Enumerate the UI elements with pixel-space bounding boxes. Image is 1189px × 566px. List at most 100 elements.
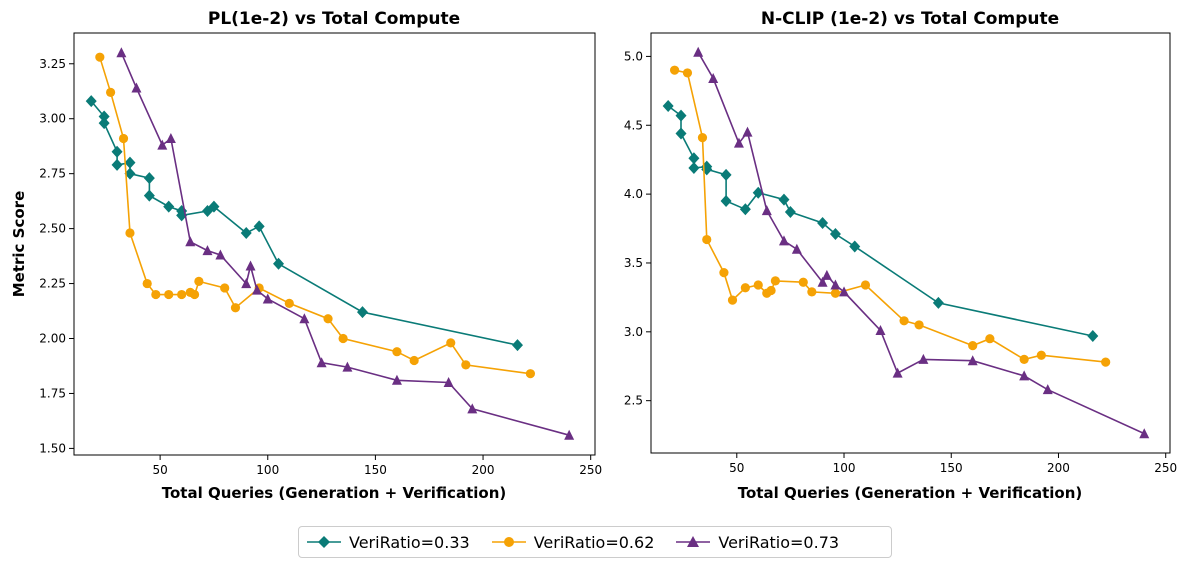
data-point-circle xyxy=(682,68,693,78)
y-tick-label: 4.5 xyxy=(624,118,643,132)
data-point-diamond xyxy=(688,152,700,165)
data-point-circle xyxy=(899,316,909,326)
data-point-triangle xyxy=(131,82,142,93)
data-point-triangle xyxy=(875,324,886,335)
data-point-triangle xyxy=(215,249,226,260)
data-point-circle xyxy=(968,340,978,351)
data-point-triangle xyxy=(467,403,478,414)
data-point-circle xyxy=(830,288,841,298)
data-point-triangle xyxy=(1042,384,1053,395)
data-point-circle xyxy=(95,52,105,62)
legend-marker-triangle xyxy=(676,536,711,547)
data-point-triangle xyxy=(262,293,273,304)
data-point-circle xyxy=(1036,350,1046,360)
x-tick-label: 250 xyxy=(579,463,602,477)
chart-title: N-CLIP (1e-2) vs Total Compute xyxy=(761,9,1059,29)
data-point-circle xyxy=(189,289,200,300)
data-point-diamond xyxy=(111,145,123,158)
data-point-circle xyxy=(220,283,230,293)
data-point-diamond xyxy=(124,156,136,169)
data-point-circle xyxy=(740,283,750,293)
data-point-circle xyxy=(446,338,456,348)
data-point-triangle xyxy=(830,279,841,290)
data-point-circle xyxy=(194,276,204,286)
legend-item: VeriRatio=0.73 xyxy=(676,533,839,552)
data-point-triangle xyxy=(316,357,327,368)
series-line xyxy=(697,51,1145,435)
series-line xyxy=(674,69,1106,363)
data-point-triangle xyxy=(778,235,789,246)
chart-title: PL(1e-2) vs Total Compute xyxy=(208,9,460,29)
data-point-diamond xyxy=(817,217,829,230)
data-point-circle xyxy=(338,333,348,344)
data-point-triangle xyxy=(708,72,719,83)
x-tick-label: 50 xyxy=(729,461,744,475)
data-point-circle xyxy=(323,314,333,324)
y-tick-label: 2.75 xyxy=(39,167,66,181)
data-point-diamond xyxy=(163,200,175,213)
y-tick-label: 2.25 xyxy=(39,277,66,291)
data-point-diamond xyxy=(273,257,285,270)
legend-marker-diamond xyxy=(307,536,341,548)
chart-panel-nclip: N-CLIP (1e-2) vs Total Compute 50 100 150 2… xyxy=(624,9,1177,502)
series-layer xyxy=(85,47,575,440)
data-point-diamond xyxy=(240,227,252,240)
y-tick-label: 1.50 xyxy=(39,441,66,455)
chart-legend: VeriRatio=0.33 VeriRatio=0.62 VeriRatio=… xyxy=(298,526,892,558)
data-point-triangle xyxy=(733,137,744,148)
y-tick-label: 4.0 xyxy=(624,187,643,201)
data-point-triangle xyxy=(1139,428,1150,439)
data-point-triangle xyxy=(443,376,454,387)
data-point-triangle xyxy=(817,276,828,287)
plot-frame xyxy=(650,32,1171,454)
data-point-diamond xyxy=(1087,329,1099,342)
data-point-circle xyxy=(669,65,680,75)
data-point-diamond xyxy=(208,200,220,213)
data-point-diamond xyxy=(688,161,700,174)
legend-item: VeriRatio=0.62 xyxy=(491,532,655,552)
data-point-diamond xyxy=(253,220,265,233)
data-point-circle xyxy=(753,280,763,290)
y-tick-label: 2.5 xyxy=(624,394,643,408)
x-axis-label: Total Queries (Generation + Verification… xyxy=(738,484,1082,502)
data-point-diamond xyxy=(829,228,841,241)
data-point-triangle xyxy=(299,313,310,324)
data-point-diamond xyxy=(784,206,796,219)
data-point-circle xyxy=(284,298,294,308)
x-tick-label: 100 xyxy=(833,461,856,475)
data-point-diamond xyxy=(111,158,123,171)
data-point-circle xyxy=(164,289,174,300)
legend-label: VeriRatio=0.62 xyxy=(533,532,655,552)
data-point-circle xyxy=(230,303,241,313)
y-tick-label: 3.25 xyxy=(39,57,66,71)
chart-panel-pl: PL(1e-2) vs Total Compute 50 100 150 200 250… xyxy=(10,9,602,502)
data-point-triangle xyxy=(564,429,575,440)
data-point-circle xyxy=(177,289,187,300)
data-point-triangle xyxy=(116,47,127,58)
series-layer xyxy=(662,46,1150,439)
y-tick-label: 3.0 xyxy=(624,325,643,339)
data-point-diamond xyxy=(778,193,790,206)
x-tick-label: 200 xyxy=(1047,461,1070,475)
data-point-triangle xyxy=(791,243,802,254)
x-tick-label: 100 xyxy=(256,463,279,477)
data-point-diamond xyxy=(98,117,110,130)
data-point-triangle xyxy=(342,361,353,372)
data-point-circle xyxy=(719,268,729,278)
data-point-triangle xyxy=(821,269,832,280)
data-point-circle xyxy=(525,369,536,379)
data-point-circle xyxy=(1101,357,1111,367)
data-point-circle xyxy=(727,295,738,305)
data-point-circle xyxy=(125,228,135,238)
data-point-diamond xyxy=(143,189,155,202)
data-point-circle xyxy=(914,320,924,330)
y-tick-label: 2.00 xyxy=(39,332,66,346)
y-tick-label: 3.00 xyxy=(39,112,66,126)
data-point-diamond xyxy=(675,109,687,122)
data-point-circle xyxy=(807,287,817,297)
data-point-circle xyxy=(142,278,152,289)
series-line xyxy=(99,56,531,375)
data-point-triangle xyxy=(251,284,262,295)
data-point-triangle xyxy=(185,236,196,247)
x-tick-label: 200 xyxy=(472,463,495,477)
